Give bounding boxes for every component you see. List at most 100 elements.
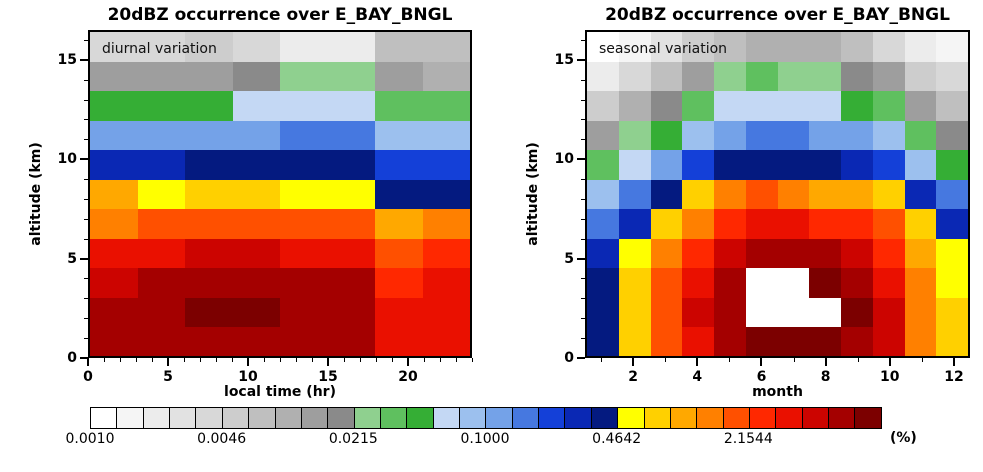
colorbar-segment [802,408,830,428]
x-axis-tick-minor [296,358,297,362]
x-tick-label: 2 [628,369,638,385]
heatmap-cell [714,297,747,328]
panel-title-diurnal: 20dBZ occurrence over E_BAY_BNGL [107,5,453,25]
heatmap-cell [90,61,139,92]
colorbar-segment [275,408,302,428]
heatmap-cell [936,326,968,356]
y-axis-tick-major [577,357,585,359]
heatmap-cell [682,120,715,151]
annotation-seasonal: seasonal variation [599,41,728,57]
heatmap-cell [280,90,329,121]
heatmap-cell [422,326,470,356]
percent-unit-label: (%) [890,430,917,446]
y-axis-tick-major [577,58,585,61]
colorbar-segment [222,408,250,428]
heatmap-cell [872,32,906,62]
y-axis-tick-major [80,257,88,260]
x-tick-label: 12 [944,369,964,385]
colorbar-tick-label: 0.0010 [65,431,115,447]
heatmap-cell [904,297,937,328]
heatmap-cell [587,267,620,298]
heatmap-cell [841,267,874,298]
heatmap-cell [936,238,968,269]
y-axis-tick-minor [581,338,585,340]
heatmap-cell [714,120,747,151]
heatmap-cell [90,120,139,151]
y-axis-tick-minor [84,238,88,240]
y-axis-tick-major [577,158,585,161]
heatmap-cell [936,61,968,92]
x-axis-label-seasonal: month [752,384,803,400]
heatmap-cell [375,297,424,328]
heatmap-cell [422,179,470,210]
colorbar-segment [644,408,671,428]
heatmap-cell [714,179,747,210]
x-axis-tick-major [87,358,89,366]
heatmap-cell [327,120,376,151]
heatmap-cell [809,238,842,269]
heatmap-cell [185,326,234,356]
heatmap-cell [375,61,424,92]
heatmap-cell [280,238,329,269]
heatmap-cells-diurnal [90,32,470,356]
heatmap-cell [777,90,810,121]
heatmap-cell [745,90,779,121]
heatmap-cell [185,61,234,92]
heatmap-cell [745,179,779,210]
y-tick-label: 0 [564,350,574,366]
heatmap-cell [809,267,842,298]
heatmap-cell [841,61,874,92]
y-axis-tick-minor [581,278,585,280]
y-axis-tick-minor [581,99,585,101]
colorbar-segment [723,408,750,428]
heatmap-cell [872,90,906,121]
heatmap-cell [587,326,620,356]
heatmap-cell [936,120,968,151]
x-axis-tick-minor [392,358,393,362]
heatmap-cell [650,61,683,92]
heatmap-cell [587,238,620,269]
heatmap-cell [904,149,937,180]
heatmap-cell [90,326,139,356]
x-tick-label: 10 [238,369,258,385]
heatmap-cell [422,90,470,121]
x-axis-tick-minor [152,358,153,362]
heatmap-cell [422,297,470,328]
y-axis-tick-minor [84,198,88,200]
colorbar-segment [328,408,355,428]
heatmap-cell [872,61,906,92]
heatmap-cell [809,32,842,62]
heatmap-cell [872,179,906,210]
heatmap-cell [280,297,329,328]
heatmap-cell [872,149,906,180]
y-axis-tick-minor [84,79,88,81]
x-axis-tick-major [632,358,635,366]
colorbar-segment [407,408,434,428]
x-axis-tick-minor [424,358,425,362]
heatmap-cell [422,61,470,92]
heatmap-cell [650,326,683,356]
colorbar-segment [170,408,197,428]
heatmap-cell [650,120,683,151]
heatmap-cell [618,238,652,269]
heatmap-cell [422,120,470,151]
x-axis-tick-major [167,358,169,366]
heatmap-cell [422,32,470,62]
heatmap-cell [904,90,937,121]
heatmap-cell [841,208,874,239]
colorbar-tick-label: 0.1000 [460,431,510,447]
heatmap-cell [682,208,715,239]
heatmap-cell [232,267,281,298]
heatmap-cell [137,149,186,180]
heatmap-cell [936,90,968,121]
heatmap-cell [137,238,186,269]
x-tick-label: 20 [398,369,418,385]
heatmap-cell [777,297,810,328]
heatmap-cell [745,267,779,298]
heatmap-cell [936,32,968,62]
heatmap-cell [375,120,424,151]
heatmap-cell [90,90,139,121]
heatmap-cell [777,179,810,210]
heatmap-cell [280,267,329,298]
y-axis-tick-minor [84,298,88,300]
